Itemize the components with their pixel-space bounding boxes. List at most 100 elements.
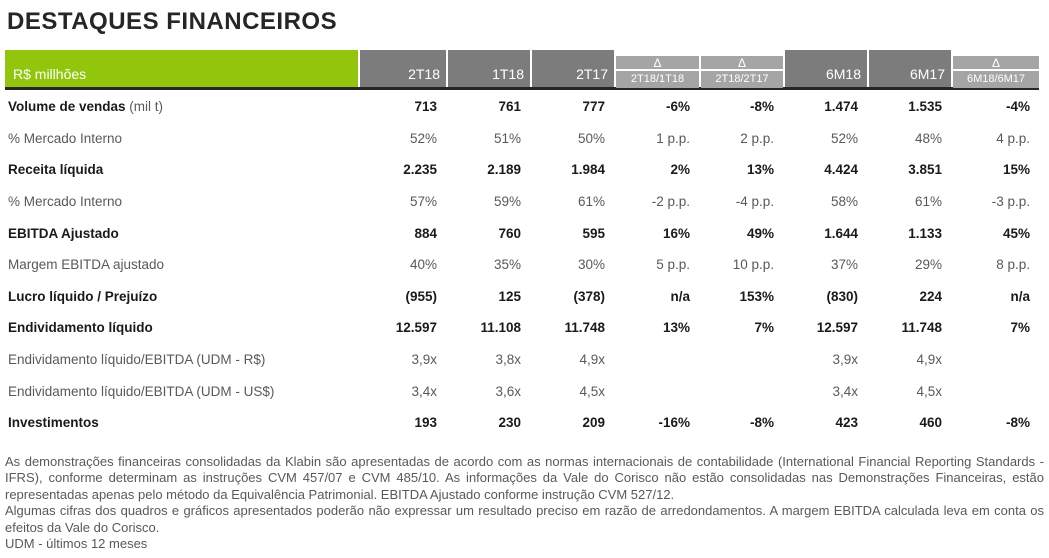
value-cell: -16% [658,415,690,431]
value-cell: 3,6x [495,383,521,399]
value-cell: 35% [493,257,521,273]
row-label: % Mercado Interno [8,130,123,146]
delta-icon: Δ [953,56,1039,71]
footnote-line: representadas apenas pelo método da Equi… [5,486,675,502]
value-cell: 51% [493,130,521,146]
row-label: Margem EBITDA ajustado [8,257,165,273]
row-label: Endividamento líquido/EBITDA (UDM - R$) [8,352,266,368]
row-label: EBITDA Ajustado [8,225,119,241]
row-label-suffix: (mil t) [125,99,164,115]
value-cell: 460 [919,415,942,431]
value-cell: 13% [746,162,774,178]
value-cell: 4,5x [916,383,942,399]
value-cell: 3,4x [832,383,858,399]
value-cell: 3,8x [495,352,521,368]
value-cell: 10 p.p. [732,257,774,273]
table-row: Lucro líquido / Prejuízo (955) 125 (378) n/a… [5,281,1039,313]
delta-icon: Δ [701,56,783,71]
value-cell: 1.535 [908,99,942,115]
table-row: Endividamento líquido 12.597 11.108 11.748 1… [5,312,1039,344]
value-cell: 423 [835,415,858,431]
value-cell: (955) [405,288,437,304]
value-cell: 7% [754,320,774,336]
value-cell: 595 [582,225,605,241]
value-cell: 8 p.p. [996,257,1030,273]
value-cell: 1.984 [571,162,605,178]
value-cell: 1 p.p. [656,130,690,146]
value-cell: 761 [498,99,521,115]
value-cell: -3 p.p. [991,194,1030,210]
value-cell: 11.748 [901,320,942,336]
value-cell: 193 [414,415,437,431]
value-cell: 224 [919,288,942,304]
footnote-line: IFRS), conforme determinam as instruções… [5,470,1044,486]
footnote-line: Algumas cifras dos quadros e gráficos ap… [5,503,1044,519]
value-cell: 12.597 [816,320,858,336]
value-cell: 713 [414,99,437,115]
value-cell: 4,9x [916,352,942,368]
column-header-2t18-2t17: Δ 2T18/2T17 [699,50,783,88]
footnotes: As demonstrações financeiras consolidada… [5,454,1044,553]
column-header-6m17: 6M17 [867,50,951,87]
value-cell: -6% [665,99,690,115]
value-cell: 1.133 [908,225,942,241]
value-cell: 2 p.p. [740,130,774,146]
value-cell: 230 [498,415,521,431]
value-cell: 52% [409,130,437,146]
column-header-2t17: 2T17 [530,50,614,87]
footnote-line: UDM - últimos 12 meses [5,536,148,552]
value-cell: 3,4x [411,383,437,399]
value-cell: 777 [582,99,605,115]
value-cell: 49% [746,225,774,241]
delta-label: 6M18/6M17 [953,71,1039,88]
value-cell: 16% [662,225,690,241]
value-cell: 153% [739,288,774,304]
column-header-6m18: 6M18 [783,50,867,87]
value-cell: 61% [914,194,942,210]
value-cell: 125 [498,288,521,304]
table-row: Margem EBITDA ajustado 40% 35% 30% 5 p.p. 10 … [5,249,1039,281]
value-cell: 58% [830,194,858,210]
value-cell: -4% [1005,99,1030,115]
value-cell: 4,9x [579,352,605,368]
value-cell: -2 p.p. [651,194,690,210]
value-cell: 11.748 [564,320,605,336]
row-label: Lucro líquido / Prejuízo [8,288,158,304]
column-header-2t18: 2T18 [358,50,446,87]
value-cell: (830) [826,288,858,304]
table-row: Endividamento líquido/EBITDA (UDM - US$)… [5,375,1039,407]
table-row: Volume de vendas (mil t) 713 761 777 -6% -8% 1… [5,91,1039,123]
value-cell: 4.424 [824,162,858,178]
footnote-line: efeitos da Vale do Corisco. [5,519,160,535]
page-title: DESTAQUES FINANCEIROS [7,8,338,35]
column-header-6m18-6m17: Δ 6M18/6M17 [951,50,1039,88]
value-cell: 3,9x [832,352,858,368]
delta-icon: Δ [616,56,699,71]
value-cell: 50% [577,130,605,146]
value-cell: 52% [830,130,858,146]
table-row: EBITDA Ajustado 884 760 595 16% 49% 1.644 1.133… [5,217,1039,249]
row-label: Receita líquida [8,162,104,178]
column-header-1t18: 1T18 [446,50,530,87]
table-row: Endividamento líquido/EBITDA (UDM - R$) 3… [5,344,1039,376]
value-cell: -8% [749,415,774,431]
value-cell: 3.851 [908,162,942,178]
value-cell: 13% [662,320,690,336]
value-cell: 209 [582,415,605,431]
delta-label: 2T18/2T17 [701,71,783,88]
header-unit-label: R$ millhões [5,50,358,87]
value-cell: 45% [1002,225,1030,241]
value-cell: 2.235 [403,162,437,178]
value-cell: 29% [914,257,942,273]
row-label: Investimentos [8,415,99,431]
table-row: % Mercado Interno 52% 51% 50% 1 p.p. 2 p.p. 52… [5,123,1039,155]
table-row: Investimentos 193 230 209 -16% -8% 423 460 -8% [5,407,1039,439]
value-cell: 4 p.p. [996,130,1030,146]
value-cell: 1.474 [824,99,858,115]
value-cell: 57% [409,194,437,210]
value-cell: 2% [670,162,690,178]
delta-label: 2T18/1T18 [616,71,699,88]
value-cell: 760 [498,225,521,241]
value-cell: 15% [1002,162,1030,178]
